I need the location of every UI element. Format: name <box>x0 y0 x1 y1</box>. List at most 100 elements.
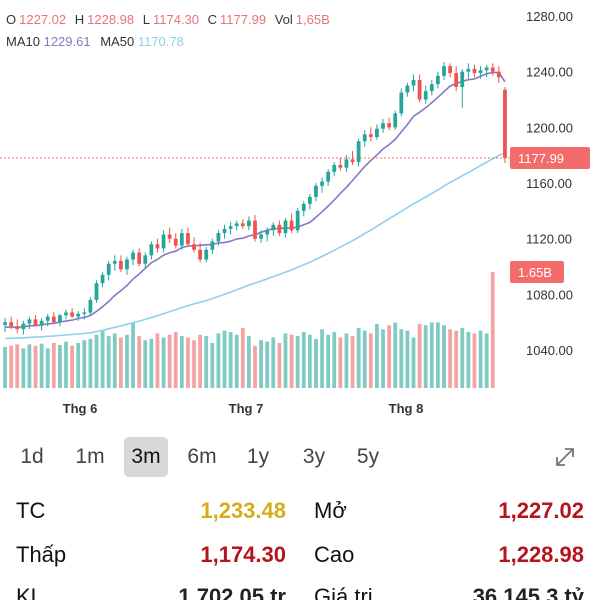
candle-body <box>186 233 190 245</box>
high-value: 1228.98 <box>87 12 135 27</box>
candle-body <box>423 91 428 100</box>
candle <box>283 217 288 238</box>
candle-body <box>204 249 209 260</box>
candle <box>326 169 331 186</box>
candle-body <box>64 312 68 316</box>
candle-body <box>356 141 361 163</box>
volume-bar <box>381 329 385 388</box>
ma10-line <box>4 71 506 329</box>
candle-body <box>393 113 398 128</box>
volume-bar <box>454 330 459 388</box>
y-tick-label: 1160.00 <box>526 176 572 191</box>
candle <box>27 316 32 330</box>
candle-body <box>442 66 446 76</box>
range-tab-6m[interactable]: 6m <box>178 437 226 477</box>
high-key: H <box>74 12 85 27</box>
candle <box>3 317 7 332</box>
candle <box>429 80 434 96</box>
volume-bar <box>271 337 276 388</box>
x-tick-label: Thg 7 <box>229 401 264 416</box>
close-value: 1177.99 <box>220 12 267 27</box>
candle <box>301 201 306 217</box>
volume-bar <box>106 336 111 388</box>
volume-bar <box>27 344 32 388</box>
candle-body <box>375 128 379 138</box>
candle-body <box>70 312 74 317</box>
candle <box>393 110 398 131</box>
candle <box>307 194 312 210</box>
candle-body <box>277 224 282 234</box>
volume-bar <box>118 337 123 388</box>
candle <box>405 82 410 97</box>
candle-body <box>405 85 410 93</box>
candle <box>70 308 74 318</box>
candle-body <box>368 134 373 138</box>
volume-bar <box>259 340 263 388</box>
candle-body <box>222 228 227 234</box>
volume-bar <box>58 345 62 388</box>
candle-body <box>3 322 7 325</box>
candle-body <box>344 159 349 168</box>
candle <box>15 319 20 334</box>
expand-icon[interactable] <box>550 442 580 472</box>
candle <box>411 74 416 92</box>
reference-price-value: 1,233.48 <box>200 498 286 523</box>
candle <box>240 219 245 229</box>
candle-body <box>131 252 135 260</box>
open-price-value: 1,227.02 <box>498 498 584 523</box>
candle <box>460 68 465 108</box>
candle-body <box>106 263 111 275</box>
vol-key: Vol <box>274 12 293 27</box>
volume-bar <box>88 338 93 388</box>
volume-bar <box>33 345 38 388</box>
candle <box>125 256 129 275</box>
volume-bar <box>3 347 7 388</box>
candle <box>21 320 26 335</box>
volume-bar <box>15 344 20 388</box>
range-tab-5y[interactable]: 5y <box>346 437 390 477</box>
range-tab-3m[interactable]: 3m <box>124 437 168 477</box>
stat-row-reference: TC 1,233.48 Mở 1,227.02 <box>0 498 600 538</box>
candle <box>259 230 263 243</box>
volume-bar <box>356 327 361 388</box>
trade-value-value: 36,145.3 tỷ <box>472 584 584 600</box>
range-tab-1d[interactable]: 1d <box>10 437 54 477</box>
range-tab-1m[interactable]: 1m <box>64 437 116 477</box>
ma50-key: MA50 <box>100 34 135 49</box>
volume-bar <box>94 334 99 388</box>
volume-bar <box>368 333 373 388</box>
candle <box>204 247 209 263</box>
candle <box>76 311 81 321</box>
volume-bar <box>76 342 81 388</box>
candle-body <box>326 171 331 182</box>
volume-bar <box>161 337 166 388</box>
candle <box>344 155 349 172</box>
range-selector: 1d 1m 3m 6m 1y 3y 5y <box>10 437 590 477</box>
candle-body <box>51 316 56 323</box>
candle <box>314 183 318 202</box>
candle <box>9 316 14 330</box>
candle-body <box>198 249 203 260</box>
candle-body <box>88 299 93 313</box>
candle-body <box>94 283 99 300</box>
candle <box>454 66 459 92</box>
volume-bar <box>362 330 367 388</box>
candle <box>381 118 385 133</box>
volume-bar <box>326 334 331 388</box>
ohlc-readout: O 1227.02 H 1228.98 L 1174.30 C 1177.99 Vol 1… <box>6 12 335 27</box>
volume-bar <box>478 330 483 388</box>
candle-body <box>307 196 312 204</box>
candle <box>442 61 446 81</box>
candle <box>216 230 221 246</box>
volume-bar <box>198 334 203 388</box>
low-value: 1174.30 <box>153 12 200 27</box>
range-tab-3y[interactable]: 3y <box>292 437 336 477</box>
candle <box>82 308 87 320</box>
close-key: C <box>207 12 218 27</box>
ma-readout: MA10 1229.61 MA50 1170.78 <box>6 34 184 49</box>
volume-bar <box>301 332 306 388</box>
price-chart[interactable]: 1177.99 1.65B 1280.00 1240.00 1200.00 1160.0… <box>0 0 600 430</box>
candle-body <box>39 320 44 325</box>
range-tab-1y[interactable]: 1y <box>236 437 280 477</box>
candle <box>423 85 428 104</box>
